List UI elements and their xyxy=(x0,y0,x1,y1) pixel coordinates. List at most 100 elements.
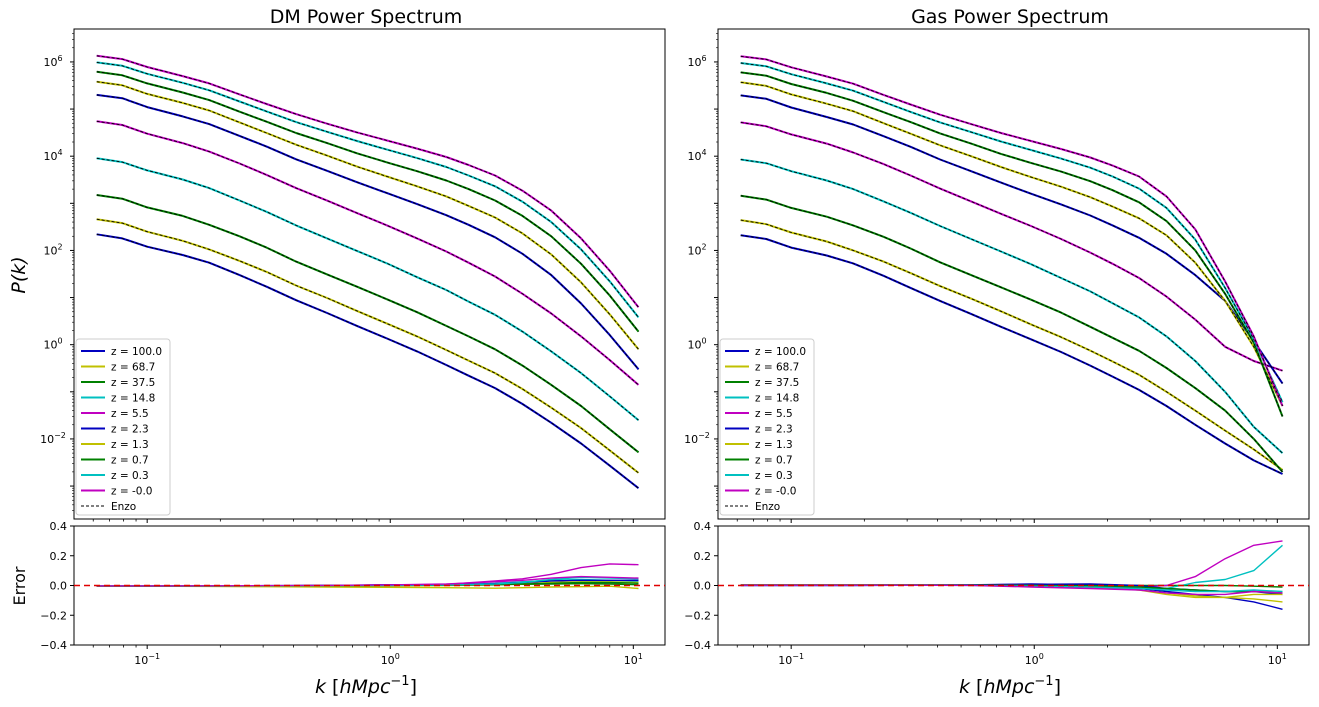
enzo-reference-line xyxy=(740,94,1283,384)
y-tick-label: 10−2 xyxy=(40,431,66,446)
axes-frame xyxy=(717,28,1310,520)
y-tick-label: 0.0 xyxy=(50,580,68,593)
y-tick-label: −0.2 xyxy=(684,609,711,622)
legend-label: z = 1.3 xyxy=(111,439,149,451)
series-line-err-3 xyxy=(740,544,1283,590)
series-line-z68.7 xyxy=(740,219,1284,471)
legend-label: z = 2.3 xyxy=(755,424,793,436)
x-tick-label: 100 xyxy=(1025,652,1044,667)
legend-label: z = 0.3 xyxy=(111,470,149,482)
enzo-reference-line xyxy=(740,55,1283,407)
x-tick-label: 101 xyxy=(1268,652,1287,667)
y-tick-label: 102 xyxy=(687,242,706,257)
y-tick-label: 100 xyxy=(43,337,62,352)
legend-label: z = 37.5 xyxy=(755,377,799,389)
y-tick-label: 0.0 xyxy=(694,580,712,593)
legend-label: z = -0.0 xyxy=(755,486,796,498)
legend-label: z = 0.7 xyxy=(111,455,149,467)
legend-label: z = 2.3 xyxy=(111,424,149,436)
series-line-z100.0 xyxy=(740,234,1283,475)
legend-label: z = 68.7 xyxy=(755,362,799,374)
x-tick-label: 10−1 xyxy=(778,652,804,667)
y-tick-label: −0.4 xyxy=(684,639,711,652)
gas-power-spectrum-panel: 10−2 100 102 104 106 z = 100.0 z = 68.7 z = 37.… xyxy=(684,28,1310,523)
legend-label: Enzo xyxy=(755,501,780,513)
series-line-z0.7 xyxy=(740,71,1284,417)
dm-chart-title: DM Power Spectrum xyxy=(270,6,463,28)
enzo-reference-line xyxy=(96,157,639,421)
enzo-reference-line xyxy=(96,71,639,332)
series-line-z0.3 xyxy=(740,62,1284,403)
y-tick-label: 0.4 xyxy=(694,520,712,533)
enzo-reference-line xyxy=(96,61,639,318)
legend-label: z = 1.3 xyxy=(755,439,793,451)
legend-label: z = 5.5 xyxy=(755,408,793,420)
legend-label: z = 14.8 xyxy=(755,393,799,405)
series-line-z0.3 xyxy=(96,61,640,319)
y-tick-label: 102 xyxy=(43,242,62,257)
y-tick-label: 0.2 xyxy=(694,550,712,563)
enzo-reference-line xyxy=(96,81,639,350)
enzo-reference-line xyxy=(96,120,639,386)
series-line-z100.0 xyxy=(96,233,640,489)
legend-label: z = 5.5 xyxy=(111,408,149,420)
x-tick-label: 101 xyxy=(624,652,643,667)
y-tick-label: 106 xyxy=(43,54,62,69)
legend-label: z = -0.0 xyxy=(111,486,152,498)
y-tick-label: 104 xyxy=(687,148,706,163)
legend: z = 100.0 z = 68.7 z = 37.5 z = 14.8 z = 5.5… xyxy=(719,338,815,516)
series-line-err-4 xyxy=(740,540,1283,588)
gas-error-panel: 10−1 100 101 0.4 0.2 0.0 −0.2 −0.4 xyxy=(684,520,1310,667)
series-line-z68.7 xyxy=(96,218,640,474)
series-line-err-1 xyxy=(740,584,1283,603)
series-line-z37.5 xyxy=(740,194,1284,473)
y-axis-label-pk: P(k) xyxy=(8,256,30,293)
legend-label: z = 68.7 xyxy=(111,362,155,374)
legend-label: z = 14.8 xyxy=(111,393,155,405)
legend-label: z = 37.5 xyxy=(111,377,155,389)
series-line-z37.5 xyxy=(96,194,640,454)
x-axis-label-right: k [hMpc−1] xyxy=(959,674,1061,698)
y-tick-label: 0.2 xyxy=(50,550,68,563)
y-axis-label-error: Error xyxy=(10,566,29,605)
series-line-z14.8 xyxy=(740,158,1284,454)
enzo-reference-line xyxy=(740,121,1283,372)
dm-power-spectrum-panel: 10−2 100 102 104 106 z = 100.0 z = 68.7 z = 37.… xyxy=(40,28,666,523)
x-tick-label: 100 xyxy=(381,652,400,667)
enzo-reference-line xyxy=(96,218,639,474)
legend-label: Enzo xyxy=(111,501,136,513)
x-tick-label: 10−1 xyxy=(134,652,160,667)
y-tick-label: 10−2 xyxy=(684,431,710,446)
y-tick-label: −0.2 xyxy=(40,609,67,622)
series-line-z-0.0 xyxy=(96,54,640,308)
enzo-reference-line xyxy=(96,233,639,489)
enzo-reference-line xyxy=(740,71,1283,417)
y-tick-label: −0.4 xyxy=(40,639,67,652)
enzo-reference-line xyxy=(740,81,1283,407)
gas-chart-title: Gas Power Spectrum xyxy=(911,6,1109,28)
y-tick-label: 0.4 xyxy=(50,520,68,533)
legend-label: z = 100.0 xyxy=(111,346,162,358)
enzo-reference-line xyxy=(740,62,1283,403)
dm-error-panel: 10−1 100 101 0.4 0.2 0.0 −0.2 −0.4 xyxy=(40,520,666,667)
series-line-z1.3 xyxy=(740,81,1284,407)
series-line-z-0.0 xyxy=(740,55,1284,407)
enzo-reference-line xyxy=(96,194,639,453)
enzo-reference-line xyxy=(96,55,639,308)
legend-label: z = 0.3 xyxy=(755,470,793,482)
enzo-reference-line xyxy=(740,159,1283,454)
enzo-reference-line xyxy=(740,195,1283,473)
legend-label: z = 100.0 xyxy=(755,346,806,358)
axes-frame xyxy=(73,28,666,520)
series-line-z5.5 xyxy=(740,121,1283,372)
y-tick-label: 104 xyxy=(43,148,62,163)
y-tick-label: 106 xyxy=(687,54,706,69)
x-axis-label-left: k [hMpc−1] xyxy=(315,674,417,698)
legend: z = 100.0 z = 68.7 z = 37.5 z = 14.8 z = 5.5… xyxy=(75,338,171,516)
series-line-z0.7 xyxy=(96,70,640,333)
legend-label: z = 0.7 xyxy=(755,455,793,467)
y-tick-label: 100 xyxy=(687,337,706,352)
enzo-reference-line xyxy=(96,94,639,370)
series-line-z14.8 xyxy=(96,157,640,421)
